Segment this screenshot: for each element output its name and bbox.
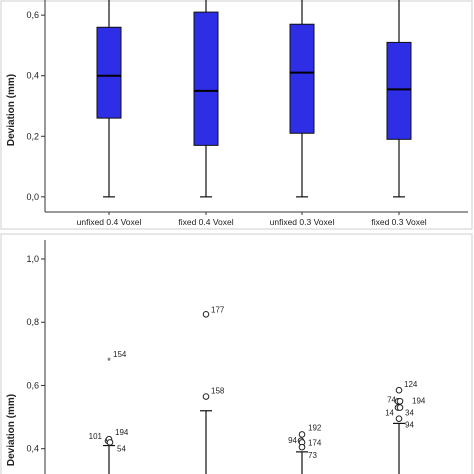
outlier-marker	[298, 443, 306, 451]
outlier-case-label: 192	[308, 423, 322, 432]
outlier-case-label: 194	[115, 428, 129, 437]
panel-bottom-frame	[0, 233, 473, 474]
panel-top-box	[193, 11, 219, 146]
outlier-case-label: 124	[404, 380, 418, 389]
panel-top-y-tick-label: 0,6	[26, 10, 39, 20]
outlier-case-label: 34	[405, 409, 414, 418]
outlier-case-label: 101	[89, 432, 103, 441]
outlier-marker	[106, 439, 114, 446]
outlier-case-label: 154	[113, 350, 127, 359]
outlier-case-label: 94	[288, 436, 297, 445]
panel-bottom-y-tick-label: 0,4	[26, 444, 39, 454]
outlier-marker	[396, 404, 404, 411]
panel-top: Deviation (mm) 0,0 0,2 0,4 0,6 unfixed 0.4 V…	[0, 0, 473, 230]
panel-top-y-tick-label: 0,4	[26, 71, 39, 81]
outlier-marker	[202, 393, 210, 400]
panel-bottom-y-tick-label: 0,8	[26, 317, 39, 327]
outlier-marker	[395, 415, 403, 422]
panel-bottom-y-axis-label: Deviation (mm)	[6, 394, 17, 466]
panel-top-y-axis-label: Deviation (mm)	[6, 74, 17, 146]
panel-top-y-tick-label: 0,0	[26, 192, 39, 202]
outlier-marker	[202, 311, 210, 318]
outlier-case-label: 94	[405, 421, 414, 430]
outlier-marker	[298, 431, 306, 438]
outlier-extreme-marker: *	[107, 356, 111, 366]
panel-top-frame	[0, 0, 473, 230]
panel-top-category-label: fixed 0.4 Voxel	[178, 217, 233, 227]
outlier-case-label: 158	[211, 387, 225, 396]
outlier-case-label: 194	[412, 396, 426, 405]
panel-bottom-y-tick-label: 1,0	[26, 254, 39, 264]
panel-top-y-tick-label: 0,2	[26, 131, 39, 141]
panel-bottom: Deviation (mm) 0,4 0,6 0,8 1,0 *154 101 194 54 1…	[0, 233, 473, 474]
outlier-case-label: 174	[308, 438, 322, 447]
panel-top-box	[386, 41, 412, 140]
outlier-marker	[395, 386, 403, 394]
panel-top-box	[96, 26, 122, 119]
outlier-case-label: 177	[211, 305, 225, 314]
outlier-case-label: 73	[308, 451, 317, 460]
panel-bottom-y-tick-label: 0,6	[26, 380, 39, 390]
outlier-case-label: 54	[117, 444, 126, 453]
panel-top-category-label: unfixed 0.4 Voxel	[77, 217, 142, 227]
outlier-case-label: 74	[387, 395, 396, 404]
outlier-case-label: 14	[385, 409, 394, 418]
panel-top-category-label: fixed 0.3 Voxel	[371, 217, 426, 227]
panel-top-box	[289, 23, 315, 134]
outlier-marker	[396, 397, 404, 405]
panel-top-category-label: unfixed 0.3 Voxel	[270, 217, 335, 227]
